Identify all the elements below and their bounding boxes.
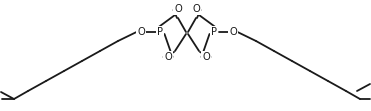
Text: O: O: [229, 27, 237, 37]
Text: O: O: [174, 4, 182, 14]
Text: O: O: [192, 4, 200, 14]
Text: O: O: [137, 27, 145, 37]
Text: P: P: [211, 27, 217, 37]
Text: O: O: [164, 52, 172, 62]
Text: P: P: [157, 27, 163, 37]
Text: O: O: [202, 52, 210, 62]
